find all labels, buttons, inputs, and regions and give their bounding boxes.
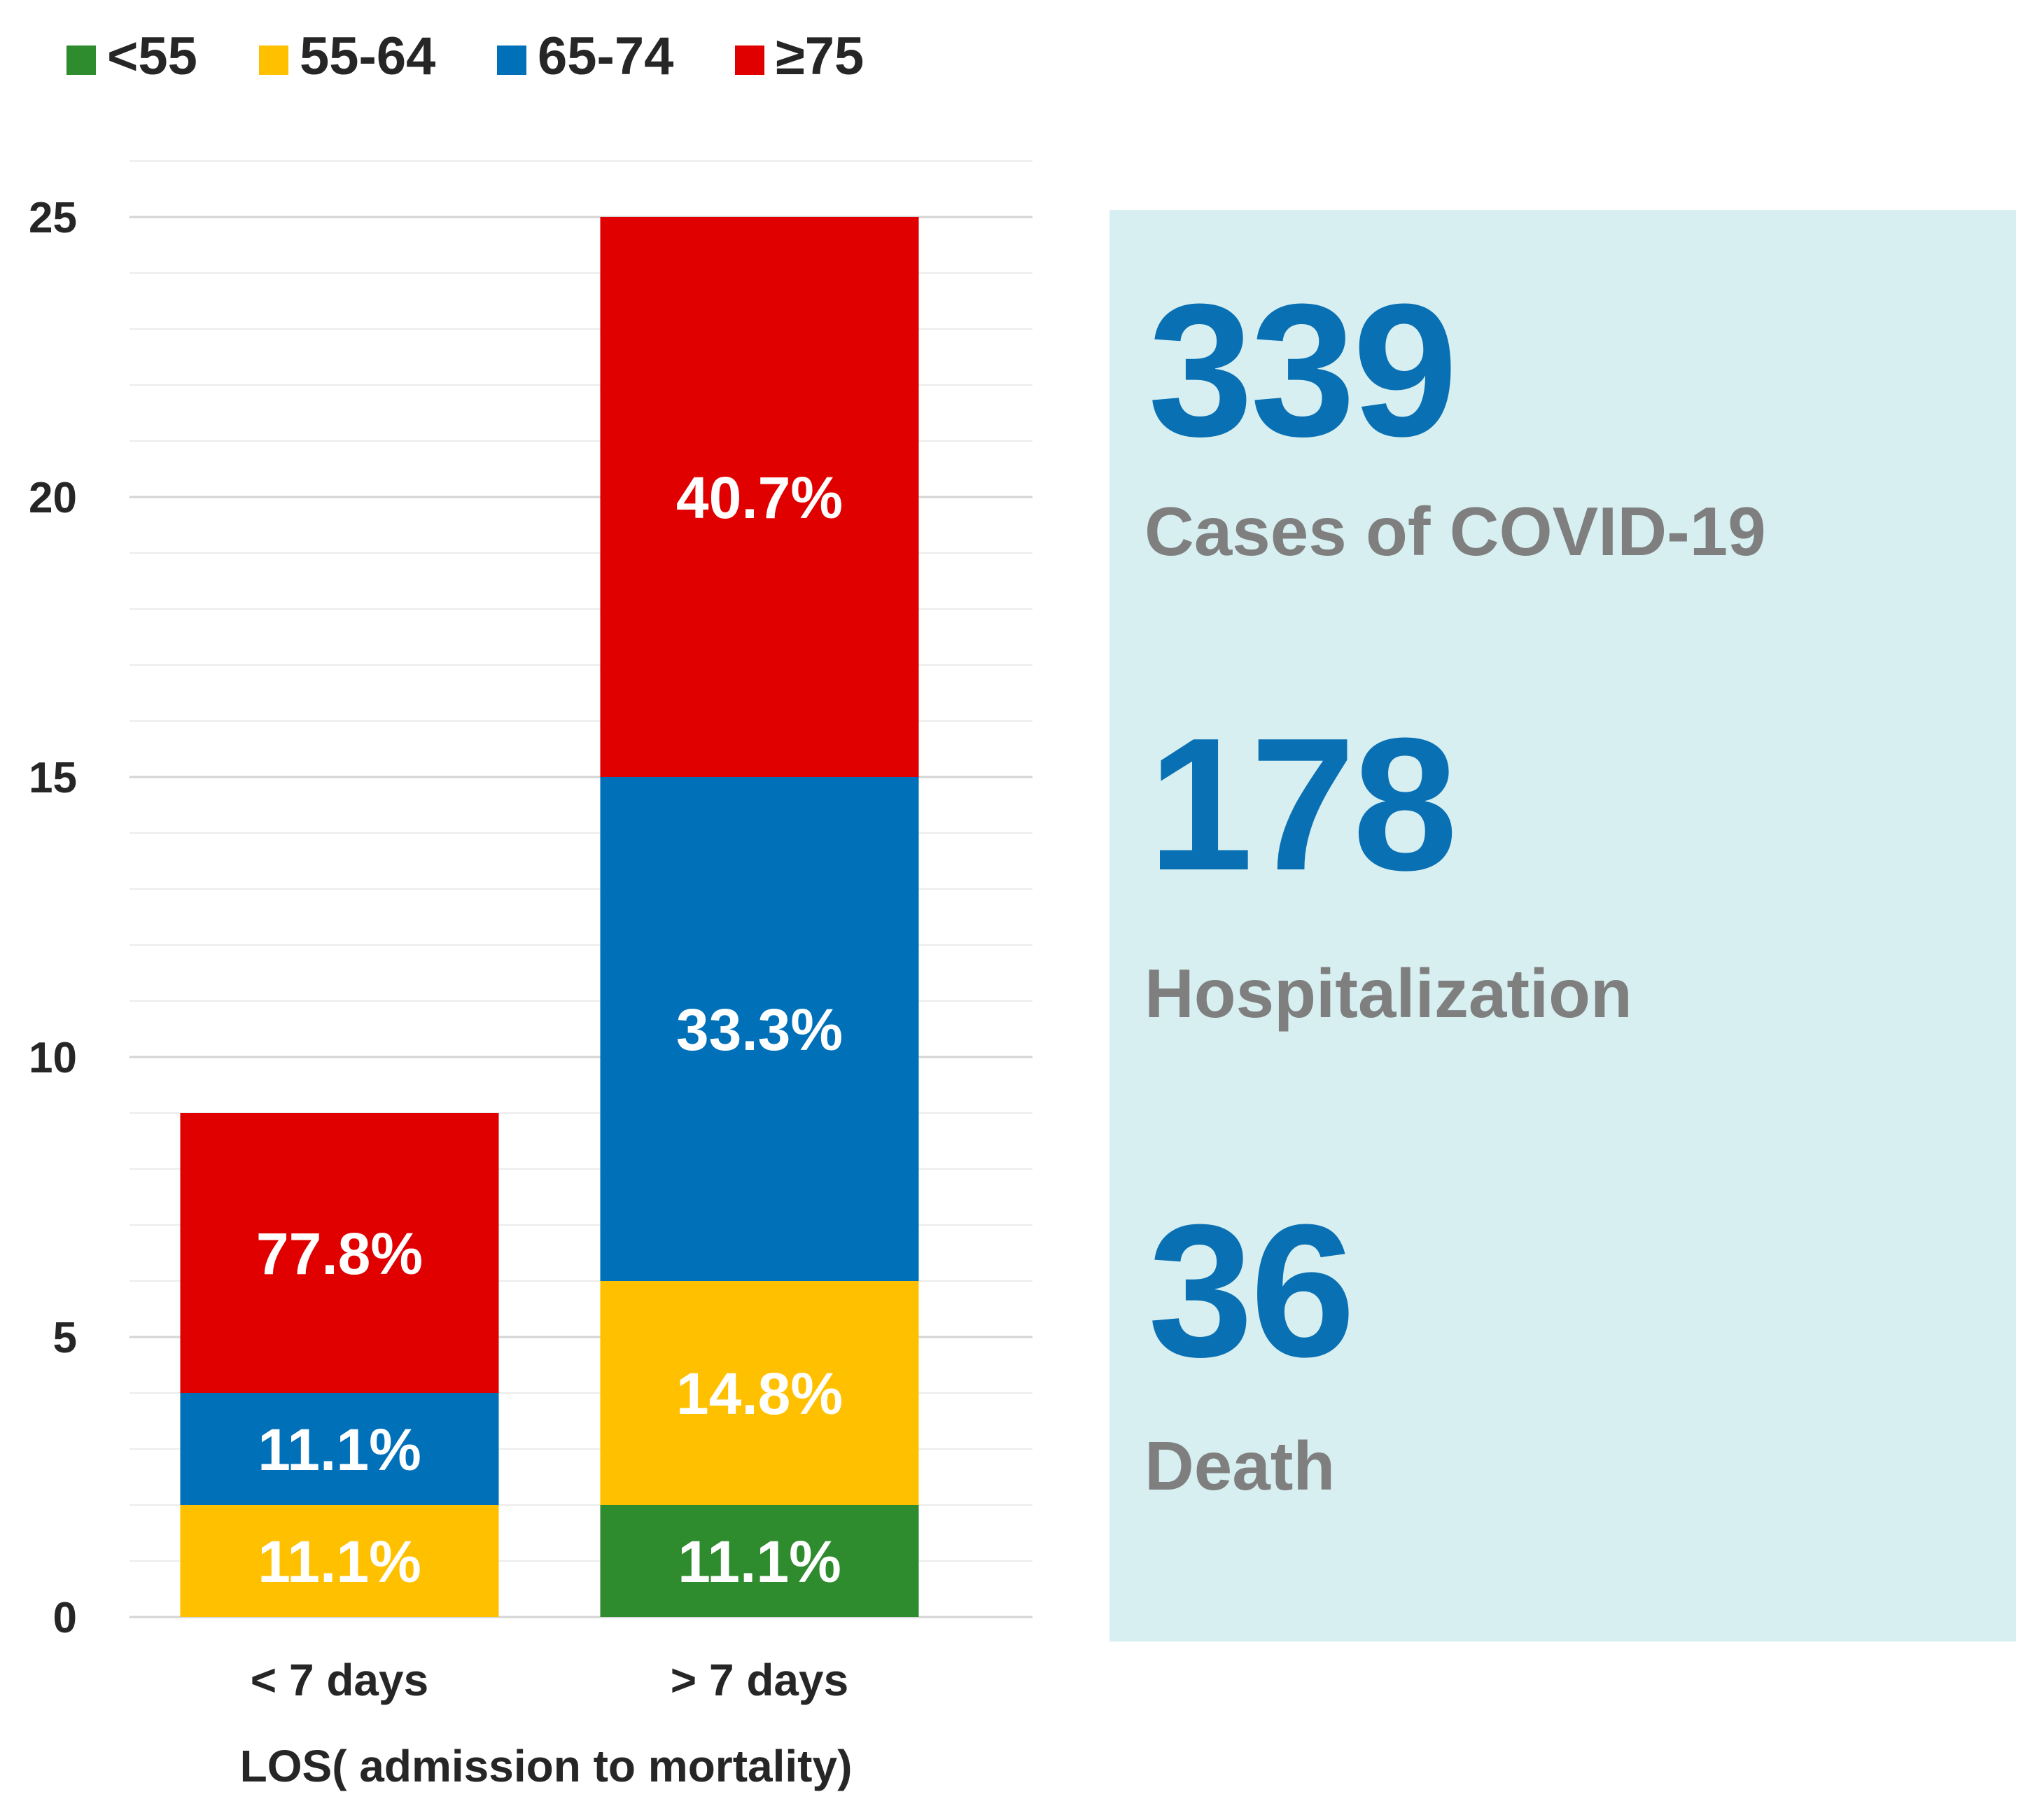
bar-segment-label: 40.7% xyxy=(676,465,843,531)
legend-swatch xyxy=(735,46,764,75)
y-tick-label: 0 xyxy=(53,1594,77,1642)
bar-segment-label: 33.3% xyxy=(676,997,843,1063)
x-category-label: > 7 days xyxy=(671,1655,848,1705)
bar-segment xyxy=(600,217,919,777)
y-tick-label: 20 xyxy=(29,474,77,522)
bar-segment xyxy=(600,1281,919,1505)
bar-segment-label: 11.1% xyxy=(678,1529,841,1595)
death-label: Death xyxy=(1144,1427,1336,1504)
legend-label: 55-64 xyxy=(300,27,435,86)
y-tick-label: 10 xyxy=(29,1034,77,1082)
bar-segment-label: 11.1% xyxy=(258,1417,421,1483)
stats-panel: 339 Cases of COVID-19 178 Hospitalizatio… xyxy=(1110,210,2016,1642)
legend-item: <55 xyxy=(66,27,197,86)
y-tick-label: 25 xyxy=(29,194,77,242)
y-axis: 0 5 10 15 20 25 xyxy=(29,194,77,1642)
bar-segment-label: 14.8% xyxy=(676,1361,843,1427)
legend-label: 65-74 xyxy=(538,27,673,86)
x-axis-title: LOS( admission to mortality) xyxy=(240,1741,853,1791)
bars: 11.1% 11.1% 77.8% 11.1% 14.8% 33.3% 40.7% xyxy=(180,217,919,1617)
hospitalization-value: 178 xyxy=(1148,699,1457,910)
death-value: 36 xyxy=(1148,1186,1355,1396)
legend-swatch xyxy=(497,46,526,75)
legend-swatch xyxy=(259,46,288,75)
y-tick-label: 15 xyxy=(29,754,77,802)
bar-segment xyxy=(180,1113,499,1393)
bar-segment-label: 77.8% xyxy=(256,1221,423,1287)
legend-swatch xyxy=(66,46,96,75)
legend-item: 55-64 xyxy=(259,27,435,86)
cases-label: Cases of COVID-19 xyxy=(1144,493,1766,570)
cases-value: 339 xyxy=(1148,265,1457,476)
bar-segment xyxy=(600,777,919,1281)
legend-label: <55 xyxy=(107,27,197,86)
legend-item: ≥75 xyxy=(735,27,864,86)
bar-segment xyxy=(180,1505,499,1617)
legend-item: 65-74 xyxy=(497,27,673,86)
hospitalization-label: Hospitalization xyxy=(1144,955,1632,1032)
bar-segment xyxy=(600,1505,919,1617)
bar-segment-label: 11.1% xyxy=(258,1529,421,1595)
x-category-label: < 7 days xyxy=(251,1655,428,1705)
y-tick-label: 5 xyxy=(53,1314,77,1362)
legend-label: ≥75 xyxy=(776,27,864,86)
legend: <55 55-64 65-74 ≥75 xyxy=(66,27,864,86)
bar-segment xyxy=(180,1393,499,1505)
x-axis: < 7 days > 7 days xyxy=(251,1655,848,1705)
